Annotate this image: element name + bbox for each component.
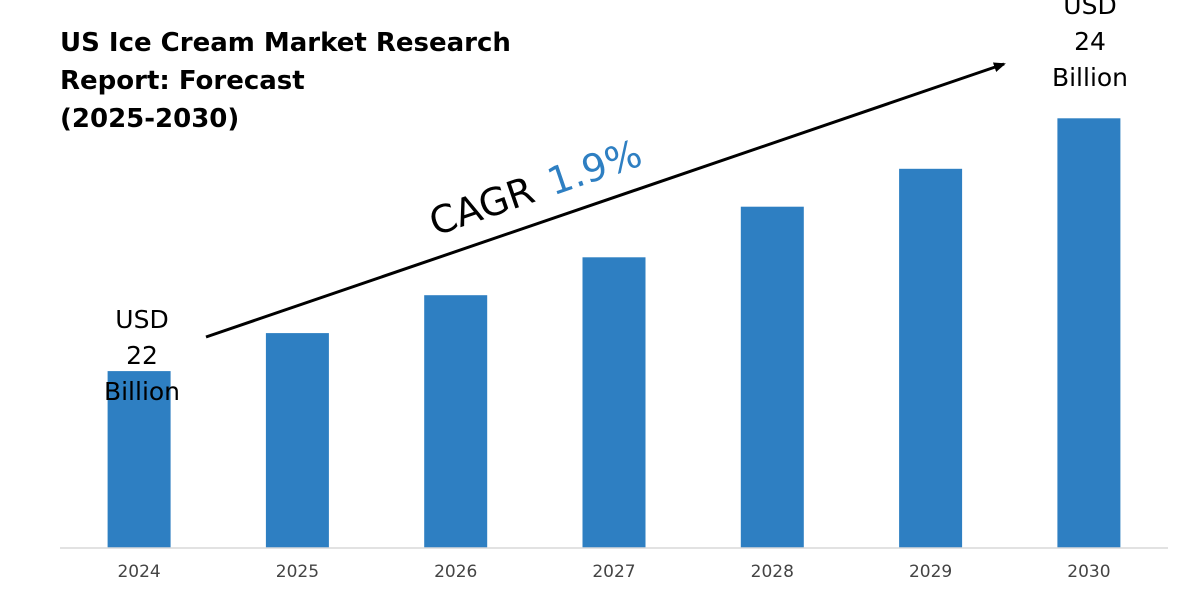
x-tick-label-2028: 2028 xyxy=(751,562,794,582)
bar-2026 xyxy=(424,295,488,548)
x-tick-label-2027: 2027 xyxy=(592,562,635,582)
start-callout-line-3: Billion xyxy=(104,377,180,406)
chart-title: US Ice Cream Market Research Report: For… xyxy=(60,28,511,134)
bar-2029 xyxy=(899,168,963,549)
x-tick-label-2030: 2030 xyxy=(1067,562,1110,582)
end-value-callout: USD 24 Billion xyxy=(1052,0,1128,92)
x-tick-label-2025: 2025 xyxy=(276,562,319,582)
start-value-callout: USD 22 Billion xyxy=(104,305,180,406)
end-callout-line-3: Billion xyxy=(1052,63,1128,92)
chart-title-line-2: Report: Forecast xyxy=(60,66,305,96)
end-callout-line-1: USD xyxy=(1063,0,1116,20)
x-tick-label-2029: 2029 xyxy=(909,562,952,582)
chart-title-line-1: US Ice Cream Market Research xyxy=(60,28,511,58)
bar-2030 xyxy=(1057,118,1121,549)
cagr-label: CAGR xyxy=(424,168,540,245)
start-callout-line-2: 22 xyxy=(126,341,158,370)
bars-group xyxy=(107,118,1121,549)
start-callout-line-1: USD xyxy=(115,305,168,334)
x-tick-labels: 2024 2025 2026 2027 2028 2029 2030 xyxy=(117,562,1110,582)
cagr-value: 1.9% xyxy=(542,131,648,204)
bar-2025 xyxy=(265,333,329,548)
bar-2028 xyxy=(740,206,804,548)
growth-arrow xyxy=(205,62,1006,339)
cagr-annotation: CAGR 1.9% xyxy=(424,131,648,244)
bar-2027 xyxy=(582,257,646,548)
x-tick-label-2024: 2024 xyxy=(117,562,160,582)
bar-2024 xyxy=(107,371,171,548)
end-callout-line-2: 24 xyxy=(1074,27,1106,56)
x-tick-label-2026: 2026 xyxy=(434,562,477,582)
chart-title-line-3: (2025-2030) xyxy=(60,104,239,134)
